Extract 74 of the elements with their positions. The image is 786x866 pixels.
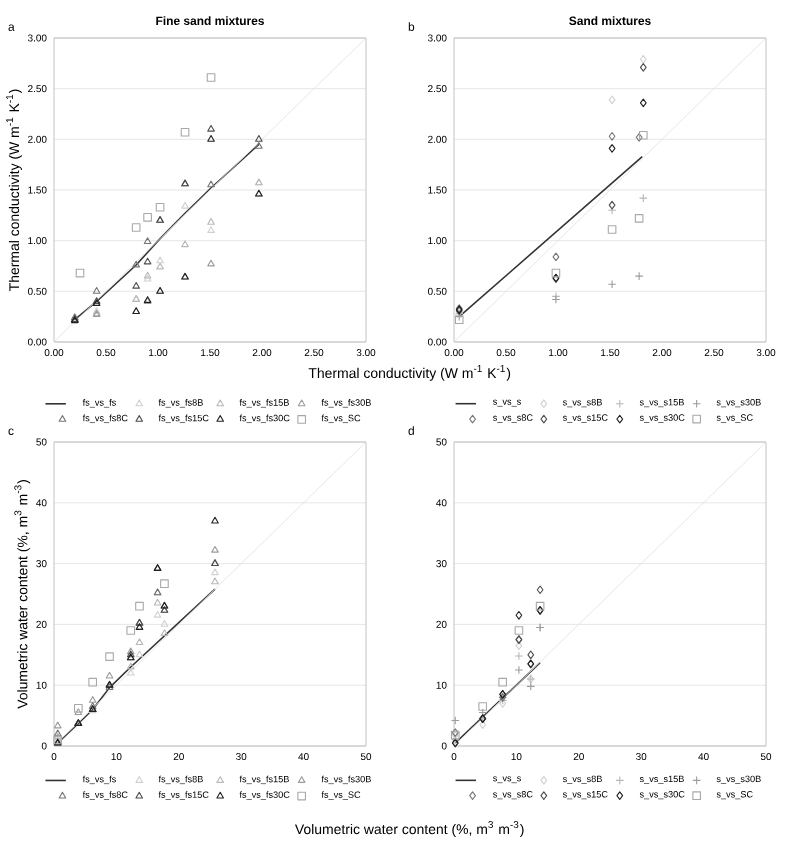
point	[75, 268, 85, 278]
point	[181, 201, 189, 209]
point	[536, 585, 544, 595]
point	[92, 286, 101, 294]
point	[211, 545, 219, 553]
point	[514, 651, 524, 661]
point	[639, 63, 647, 72]
point	[153, 598, 162, 606]
point	[635, 132, 643, 142]
point	[527, 650, 535, 660]
point	[160, 579, 169, 588]
point	[207, 226, 215, 233]
point	[607, 205, 617, 215]
point	[207, 259, 215, 267]
point	[156, 256, 164, 264]
point	[607, 225, 617, 234]
point	[135, 638, 144, 646]
point	[514, 665, 524, 675]
point	[608, 131, 616, 141]
point	[105, 671, 114, 679]
point	[535, 601, 545, 611]
point	[180, 127, 190, 137]
point	[126, 662, 135, 670]
point	[160, 620, 169, 627]
point	[105, 652, 114, 661]
point	[211, 568, 219, 576]
point	[634, 271, 644, 281]
point	[207, 218, 215, 225]
point	[132, 260, 140, 268]
point	[143, 213, 152, 222]
point	[131, 223, 141, 232]
point	[88, 696, 97, 703]
line-series	[56, 588, 216, 744]
point	[552, 252, 560, 262]
point	[206, 73, 216, 82]
point	[74, 703, 83, 713]
point	[143, 237, 152, 245]
point	[207, 134, 215, 142]
point	[255, 134, 263, 142]
point	[515, 610, 523, 620]
point	[135, 650, 144, 658]
point	[639, 54, 647, 64]
point	[126, 668, 135, 676]
point	[514, 626, 524, 635]
point	[608, 144, 616, 153]
point	[132, 281, 140, 289]
point	[211, 577, 219, 585]
point	[634, 214, 644, 223]
point	[639, 98, 647, 108]
point	[207, 180, 215, 188]
point	[135, 601, 144, 611]
point	[608, 200, 616, 210]
point	[608, 95, 616, 105]
point	[53, 721, 62, 729]
point	[126, 626, 136, 635]
point	[551, 268, 561, 278]
point	[143, 257, 152, 265]
point	[498, 677, 508, 687]
point	[255, 142, 263, 149]
point	[160, 629, 169, 636]
line-series	[74, 143, 260, 321]
point	[155, 202, 165, 212]
point	[478, 702, 488, 711]
point	[181, 240, 189, 248]
point	[638, 193, 648, 203]
point	[638, 130, 648, 140]
point	[607, 279, 617, 289]
point	[156, 262, 164, 270]
point	[515, 641, 523, 651]
point	[74, 708, 83, 715]
point	[88, 677, 98, 687]
point	[207, 124, 215, 132]
point	[211, 516, 219, 524]
point	[153, 610, 162, 618]
